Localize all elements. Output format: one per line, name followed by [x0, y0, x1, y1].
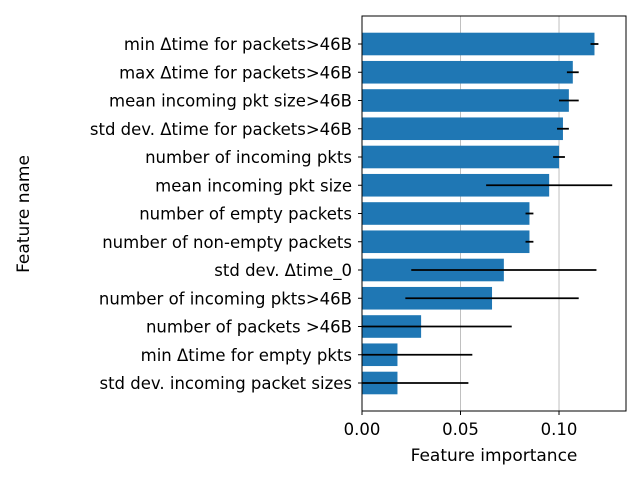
bar — [362, 230, 530, 254]
y-tick-label: mean incoming pkt size — [155, 176, 352, 195]
y-tick-label: number of empty packets — [139, 205, 352, 224]
y-tick-label: number of incoming pkts>46B — [99, 289, 352, 308]
y-tick-label: number of packets >46B — [146, 318, 352, 337]
y-ticks: min Δtime for packets>46B max Δtime for p… — [90, 35, 362, 393]
y-tick-label: mean incoming pkt size>46B — [109, 92, 352, 111]
x-tick-label: 0.10 — [541, 420, 578, 439]
bar — [362, 202, 530, 225]
y-tick-label: std dev. Δtime_0 — [214, 261, 352, 281]
x-axis-label: Feature importance — [411, 446, 578, 466]
y-tick-label: min Δtime for packets>46B — [124, 35, 352, 54]
y-tick-label: min Δtime for empty pkts — [141, 346, 352, 365]
bar — [362, 89, 569, 112]
y-axis-label: Feature name — [14, 155, 34, 273]
y-tick-label: std dev. Δtime for packets>46B — [90, 120, 352, 139]
x-tick-label: 0.05 — [442, 420, 479, 439]
bar — [362, 117, 563, 141]
error-bars — [362, 43, 613, 384]
y-tick-label: number of non-empty packets — [102, 233, 352, 252]
bar — [362, 32, 595, 56]
y-tick-label: std dev. incoming packet sizes — [99, 374, 352, 393]
y-tick-label: max Δtime for packets>46B — [119, 63, 352, 82]
x-ticks: 0.00 0.05 0.10 — [344, 411, 578, 439]
bar — [362, 145, 560, 169]
bar — [362, 60, 573, 84]
bar — [362, 173, 550, 197]
y-tick-label: number of incoming pkts — [145, 148, 352, 167]
x-tick-label: 0.00 — [344, 420, 381, 439]
bars — [362, 32, 595, 395]
